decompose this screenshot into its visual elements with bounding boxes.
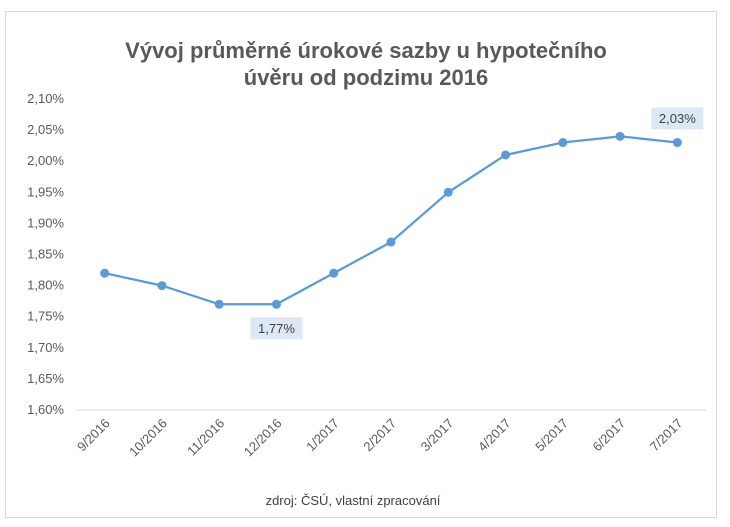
y-tick-label: 2,10%: [27, 91, 64, 106]
data-point: [386, 237, 396, 247]
x-tick-label: 5/2017: [532, 416, 571, 455]
series-line: [104, 135, 678, 306]
x-axis: 9/2016 10/2016 11/2016 12/2016 1/2017 2/2017 3…: [74, 409, 706, 460]
x-tick-label: 7/2017: [647, 416, 686, 455]
y-axis: 1,60% 1,65% 1,70% 1,75% 1,80% 1,85% 1,90% 1,95%…: [27, 91, 64, 417]
x-tick-label: 6/2017: [589, 416, 628, 455]
x-tick-label: 9/2016: [74, 416, 113, 455]
data-label: 2,03%: [659, 111, 696, 126]
data-label-box: [651, 107, 704, 130]
data-point: [443, 187, 453, 197]
y-tick-label: 1,60%: [27, 402, 64, 417]
data-point: [558, 138, 568, 148]
data-point: [214, 299, 224, 309]
line-chart: Vývoj průměrné úrokové sazby u hypoteční…: [27, 38, 706, 508]
data-labels: 1,77% 2,03%: [250, 107, 704, 340]
data-point: [157, 281, 167, 291]
y-tick-label: 1,85%: [27, 247, 64, 262]
y-tick-label: 2,00%: [27, 153, 64, 168]
y-tick-label: 1,65%: [27, 371, 64, 386]
y-tick-label: 1,80%: [27, 278, 64, 293]
data-label-box: [250, 317, 303, 340]
data-point: [672, 138, 682, 148]
x-tick-label: 1/2017: [303, 416, 342, 455]
data-point: [329, 268, 339, 278]
data-points: [100, 131, 682, 309]
x-tick-label: 11/2016: [184, 416, 227, 459]
x-tick-label: 3/2017: [418, 416, 457, 455]
data-point: [271, 299, 281, 309]
data-label: 1,77%: [258, 321, 295, 336]
y-tick-label: 1,75%: [27, 309, 64, 324]
y-tick-label: 1,70%: [27, 340, 64, 355]
x-tick-label: 4/2017: [475, 416, 514, 455]
y-tick-label: 1,90%: [27, 215, 64, 230]
source-note: zdroj: ČSÚ, vlastní zpracování: [266, 493, 441, 508]
y-tick-label: 2,05%: [27, 122, 64, 137]
chart-title-line-2: úvěru od podzimu 2016: [244, 65, 489, 90]
chart-title-line-1: Vývoj průměrné úrokové sazby u hypoteční…: [125, 38, 607, 63]
data-point: [100, 268, 110, 278]
x-tick-label: 10/2016: [126, 416, 170, 460]
y-tick-label: 1,95%: [27, 184, 64, 199]
data-point: [615, 131, 625, 141]
x-tick-label: 2/2017: [360, 416, 399, 455]
data-point: [501, 150, 511, 160]
x-tick-label: 12/2016: [241, 416, 285, 460]
chart-frame: Vývoj průměrné úrokové sazby u hypoteční…: [5, 11, 717, 518]
